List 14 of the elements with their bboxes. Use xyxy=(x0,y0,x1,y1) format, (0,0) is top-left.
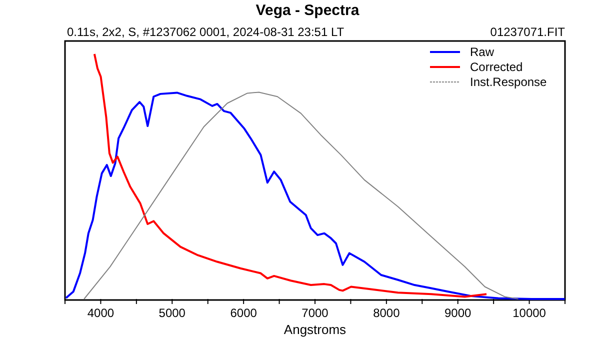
text: 01237071.FIT xyxy=(490,25,566,39)
legend-label: Corrected xyxy=(470,60,523,74)
x-tick-label: 5000 xyxy=(158,306,186,320)
x-tick-label: 10000 xyxy=(512,306,546,320)
legend-label: Inst.Response xyxy=(470,75,548,89)
chart-subtitle: 0.11s, 2x2, S, #1237062 0001, 2024-08-31 23:51 LT xyxy=(67,25,345,39)
x-tick-label: 7000 xyxy=(302,306,329,320)
x-tick-label: 4000 xyxy=(87,306,114,320)
legend-label: Raw xyxy=(470,45,494,59)
x-tick-label: 6000 xyxy=(230,306,258,320)
x-tick-label: 8000 xyxy=(373,306,400,320)
x-axis-title: Angstroms xyxy=(284,322,347,337)
chart-title: Vega - Spectra xyxy=(256,2,360,19)
x-tick-label: 9000 xyxy=(444,306,472,320)
